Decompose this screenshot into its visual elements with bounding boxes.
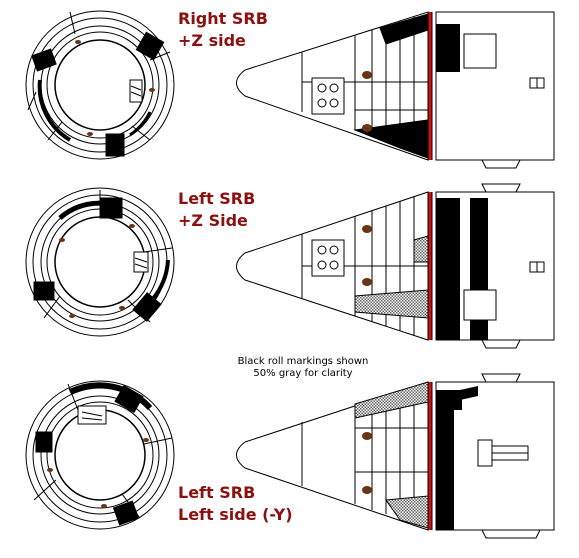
label-left-srb-y: Left SRB Left side (-Y) [178,482,293,526]
end-view-left-srb-y [25,380,175,530]
note-line1: Black roll markings shown [237,356,369,367]
roll-marking-note: Black roll markings shown 50% gray for c… [228,356,378,380]
side-view-left-srb-z [236,183,555,349]
label-left-srb-z-line2: +Z Side [178,211,248,230]
label-right-srb-line1: Right SRB [178,9,268,28]
side-view-left-srb-y [236,373,555,539]
end-view-right-srb [25,10,175,160]
label-left-srb-y-line1: Left SRB [178,483,256,502]
end-view-left-srb-z [25,187,175,337]
side-view-right-srb [236,11,555,169]
note-line2: 50% gray for clarity [253,368,353,379]
label-left-srb-z-line1: Left SRB [178,189,256,208]
label-left-srb-z: Left SRB +Z Side [178,188,255,232]
label-right-srb: Right SRB +Z side [178,8,268,52]
label-left-srb-y-line2: Left side (-Y) [178,505,293,524]
label-right-srb-line2: +Z side [178,31,246,50]
